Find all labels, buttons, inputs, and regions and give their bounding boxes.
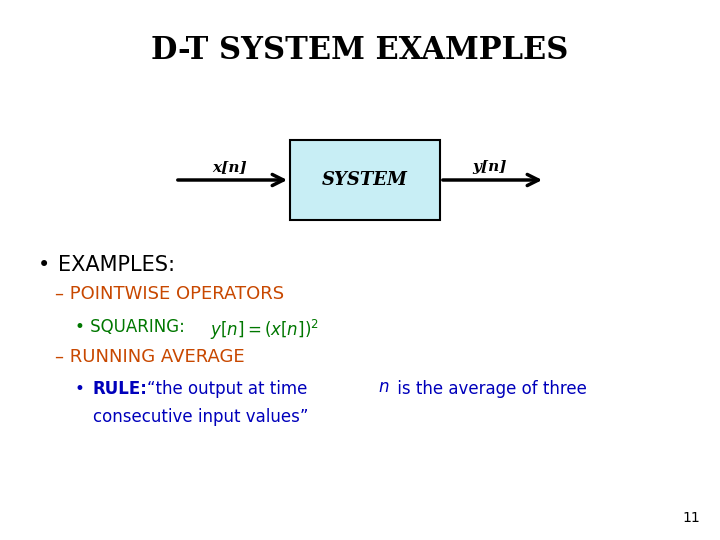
Text: • SQUARING:: • SQUARING: xyxy=(75,318,190,336)
Text: D-T SYSTEM EXAMPLES: D-T SYSTEM EXAMPLES xyxy=(151,35,569,66)
Text: consecutive input values”: consecutive input values” xyxy=(93,408,308,426)
Text: EXAMPLES:: EXAMPLES: xyxy=(58,255,175,275)
Text: “the output at time: “the output at time xyxy=(147,380,312,398)
Text: RULE:: RULE: xyxy=(93,380,148,398)
Bar xyxy=(290,140,440,220)
Text: $n$: $n$ xyxy=(378,378,390,396)
Text: $y[n] = (x[n])^2$: $y[n] = (x[n])^2$ xyxy=(210,318,319,342)
Text: •: • xyxy=(75,380,90,398)
Text: •: • xyxy=(38,255,50,275)
Text: y[n]: y[n] xyxy=(473,160,508,174)
Text: x[n]: x[n] xyxy=(212,160,248,174)
Text: 11: 11 xyxy=(683,511,700,525)
Text: – POINTWISE OPERATORS: – POINTWISE OPERATORS xyxy=(55,285,284,303)
Text: is the average of three: is the average of three xyxy=(392,380,587,398)
Text: SYSTEM: SYSTEM xyxy=(322,171,408,189)
Text: – RUNNING AVERAGE: – RUNNING AVERAGE xyxy=(55,348,245,366)
